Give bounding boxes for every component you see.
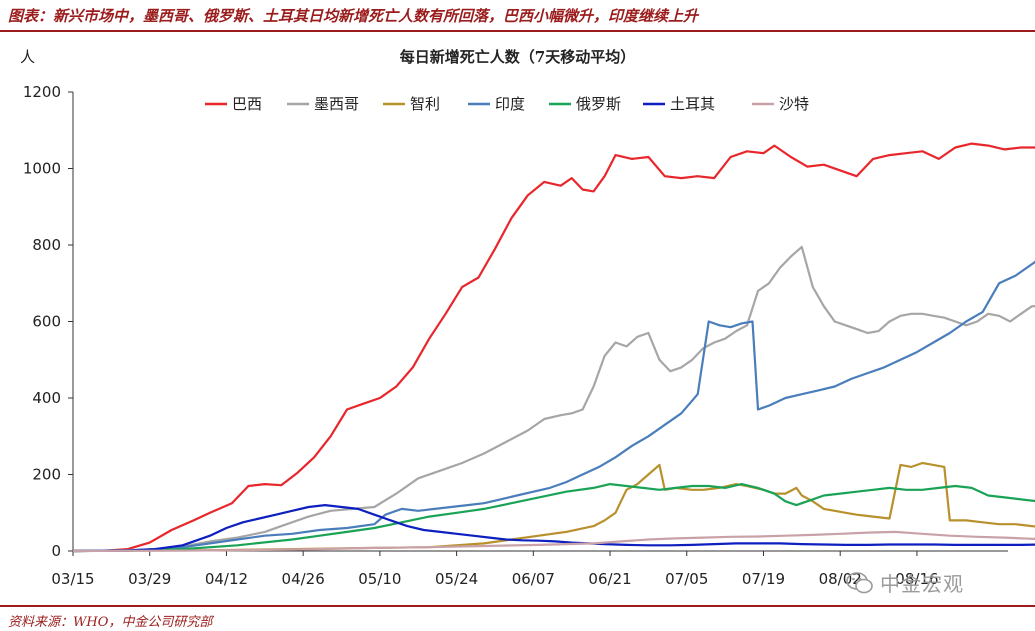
series-line-墨西哥 bbox=[72, 245, 1035, 553]
x-tick-label: 03/15 bbox=[51, 570, 94, 588]
figure-footer: 资料来源：WHO，中金公司研究部 bbox=[0, 605, 1035, 631]
legend-label: 土耳其 bbox=[670, 95, 715, 113]
x-tick-label: 07/05 bbox=[665, 570, 708, 588]
x-tick-label: 08/16 bbox=[895, 570, 938, 588]
figure-title: 图表：新兴市场中，墨西哥、俄罗斯、土耳其日均新增死亡人数有所回落，巴西小幅微升，… bbox=[8, 7, 699, 25]
y-tick-label: 200 bbox=[32, 466, 61, 484]
source-note: 资料来源：WHO，中金公司研究部 bbox=[8, 615, 213, 630]
x-tick-label: 03/29 bbox=[128, 570, 171, 588]
watermark: 中金宏观 bbox=[846, 568, 964, 597]
x-tick-label: 07/19 bbox=[742, 570, 785, 588]
x-tick-label: 05/24 bbox=[435, 570, 478, 588]
legend-label: 俄罗斯 bbox=[576, 95, 621, 113]
y-tick-label: 400 bbox=[32, 389, 61, 407]
series-line-智利 bbox=[72, 461, 1035, 553]
y-tick-label: 1000 bbox=[23, 160, 61, 178]
series-line-印度 bbox=[72, 260, 1035, 553]
y-tick-label: 0 bbox=[51, 542, 61, 560]
x-tick-label: 04/26 bbox=[282, 570, 325, 588]
line-chart: 0 200 400 600 800 1000 1200 03/15 03/29 04/12 04/2… bbox=[23, 83, 1035, 588]
legend-label: 智利 bbox=[410, 95, 440, 113]
series-line-沙特 bbox=[72, 530, 1035, 553]
x-tick-label: 05/10 bbox=[358, 570, 401, 588]
wechat-icon bbox=[846, 571, 874, 594]
legend-label: 墨西哥 bbox=[314, 95, 359, 113]
y-tick-label: 600 bbox=[32, 313, 61, 331]
watermark-text: 中金宏观 bbox=[880, 572, 964, 596]
y-axis-unit-label: 人 bbox=[20, 48, 36, 66]
chart-title: 每日新增死亡人数（7天移动平均） bbox=[399, 48, 636, 66]
series-line-巴西 bbox=[72, 142, 1035, 553]
legend-label: 沙特 bbox=[779, 95, 809, 113]
y-tick-label: 800 bbox=[32, 236, 61, 254]
series-line-土耳其 bbox=[72, 504, 1035, 553]
legend-label: 印度 bbox=[495, 95, 525, 113]
legend-label: 巴西 bbox=[232, 95, 262, 113]
x-tick-label: 06/07 bbox=[512, 570, 555, 588]
figure-header: 图表：新兴市场中，墨西哥、俄罗斯、土耳其日均新增死亡人数有所回落，巴西小幅微升，… bbox=[0, 0, 1035, 32]
y-tick-label: 1200 bbox=[23, 83, 61, 101]
x-tick-label: 04/12 bbox=[205, 570, 248, 588]
series-line-俄罗斯 bbox=[72, 483, 1035, 553]
x-tick-label: 06/21 bbox=[588, 570, 631, 588]
